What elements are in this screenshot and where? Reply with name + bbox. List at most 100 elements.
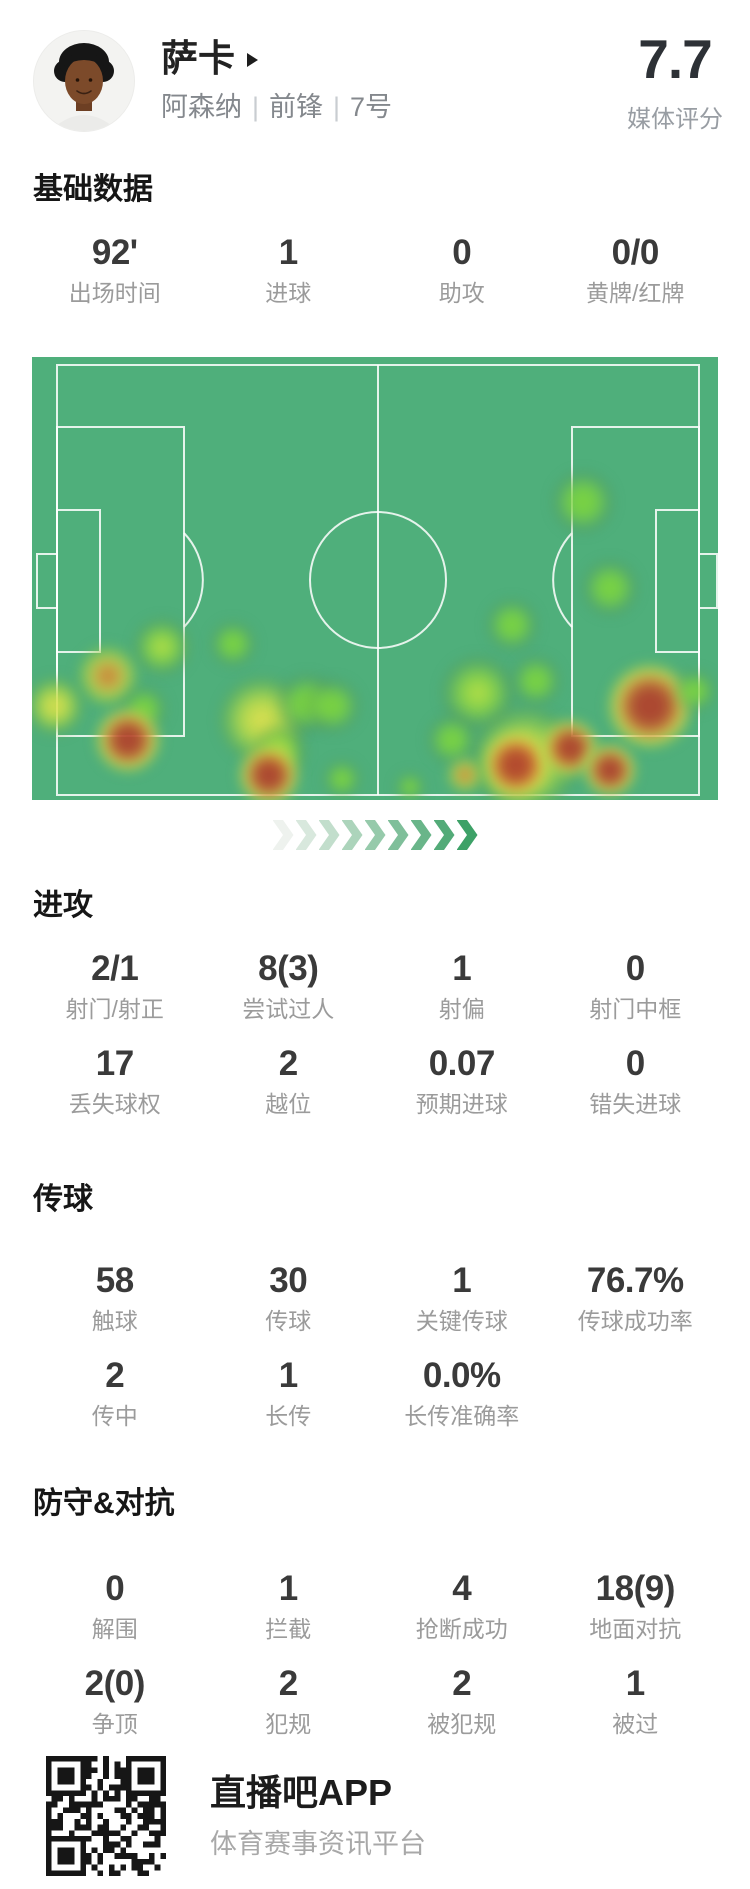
stat-cell <box>549 1357 723 1430</box>
stat-row: 0 解围 1 拦截 4 抢断成功 18(9) 地面对抗 <box>0 1570 750 1643</box>
stat-cell: 0 解围 <box>28 1570 202 1643</box>
qr-code-image <box>46 1756 166 1876</box>
stat-value: 1 <box>278 1569 298 1608</box>
stat-value: 0 <box>452 233 472 272</box>
app-name: 直播吧APP <box>210 1771 393 1813</box>
chevron-icon <box>410 820 432 850</box>
player-photo <box>34 31 134 131</box>
stat-cell: 2 犯规 <box>202 1665 376 1738</box>
stat-value: 1 <box>625 1664 645 1703</box>
section-defense-duels: 防守&对抗 0 解围 1 拦截 4 抢断成功 18(9) 地面对抗 2(0) 争顶 2 犯规 2 被犯规 1… <box>0 1486 750 1738</box>
heatmap-blobs <box>32 357 718 800</box>
section-title: 基础数据 <box>33 173 153 206</box>
stat-cell: 2 传中 <box>28 1357 202 1430</box>
stat-value: 2 <box>278 1664 298 1703</box>
stat-label: 传球 <box>265 1308 312 1334</box>
media-rating-label: 媒体评分 <box>627 106 723 133</box>
stat-value: 0 <box>105 1569 125 1608</box>
stat-label: 传中 <box>91 1403 138 1429</box>
section-attack: 进攻 2/1 射门/射正 8(3) 尝试过人 1 射偏 0 射门中框 17 丢失球权 2 越位 0.07… <box>0 888 750 1118</box>
stat-label: 关键传球 <box>415 1308 508 1334</box>
heat-blob <box>447 757 483 793</box>
expand-arrow-icon <box>247 53 258 67</box>
stat-cell: 92' 出场时间 <box>28 234 202 307</box>
heat-blob <box>583 561 637 615</box>
stat-value: 1 <box>278 233 298 272</box>
heat-blob <box>428 716 476 764</box>
heat-blob <box>487 600 537 650</box>
chevron-icon <box>318 820 340 850</box>
player-meta: 阿森纳 | 前锋 | 7号 <box>161 94 392 121</box>
chevron-icon <box>387 820 409 850</box>
stat-label: 错失进球 <box>589 1091 682 1117</box>
stat-row: 2(0) 争顶 2 犯规 2 被犯规 1 被过 <box>0 1665 750 1738</box>
stat-label: 犯规 <box>265 1711 312 1737</box>
stat-cell: 0 射门中框 <box>549 950 723 1023</box>
stat-value: 76.7% <box>586 1261 684 1300</box>
stat-label: 黄牌/红牌 <box>586 280 685 306</box>
stat-cell: 2(0) 争顶 <box>28 1665 202 1738</box>
stat-value: 1 <box>452 1261 472 1300</box>
stat-label: 预期进球 <box>415 1091 508 1117</box>
stat-cell: 0.07 预期进球 <box>375 1045 549 1118</box>
stat-cell: 1 拦截 <box>202 1570 376 1643</box>
section-rows: 2/1 射门/射正 8(3) 尝试过人 1 射偏 0 射门中框 17 丢失球权 2 越位 0.07 预期进… <box>0 950 750 1118</box>
heat-blob <box>32 678 83 734</box>
heat-blob <box>482 731 550 799</box>
stat-cell: 1 被过 <box>549 1665 723 1738</box>
stat-label: 射门中框 <box>589 996 682 1022</box>
stat-label: 解围 <box>91 1616 138 1642</box>
stat-cell: 1 射偏 <box>375 950 549 1023</box>
stat-value: 2 <box>105 1356 125 1395</box>
section-rows: 92' 出场时间 1 进球 0 助攻 0/0 黄牌/红牌 <box>0 234 750 307</box>
stat-cell: 2 被犯规 <box>375 1665 549 1738</box>
stat-row: 17 丢失球权 2 越位 0.07 预期进球 0 错失进球 <box>0 1045 750 1118</box>
stat-value: 58 <box>95 1261 134 1300</box>
stat-label: 进球 <box>265 280 312 306</box>
media-rating-value: 7.7 <box>638 28 712 90</box>
chevron-icon <box>341 820 363 850</box>
stat-cell: 4 抢断成功 <box>375 1570 549 1643</box>
app-footer: 直播吧APP 体育赛事资讯平台 <box>46 1756 750 1876</box>
chevron-icon <box>364 820 386 850</box>
section-title: 进攻 <box>33 889 93 922</box>
stat-value: 0 <box>625 949 645 988</box>
stat-value: 8(3) <box>258 949 319 988</box>
stat-cell: 18(9) 地面对抗 <box>549 1570 723 1643</box>
stat-cell: 1 进球 <box>202 234 376 307</box>
stat-value: 30 <box>269 1261 308 1300</box>
qr-code <box>46 1756 166 1876</box>
stat-label: 射门/射正 <box>65 996 164 1022</box>
player-info: 萨卡 阿森纳 | 前锋 | 7号 <box>161 30 392 121</box>
meta-separator: | <box>333 92 341 122</box>
player-name-row[interactable]: 萨卡 <box>161 40 392 77</box>
stat-label: 丢失球权 <box>68 1091 161 1117</box>
chevron-icon <box>295 820 317 850</box>
stat-value: 0.07 <box>428 1044 496 1083</box>
section-passing: 传球 58 触球 30 传球 1 关键传球 76.7% 传球成功率 2 传中 1 长传 0.0% 长传准确… <box>0 1182 750 1430</box>
player-position: 前锋 <box>269 92 324 122</box>
heat-blob <box>211 622 255 666</box>
stat-label: 传球成功率 <box>577 1308 693 1334</box>
heat-blob <box>553 472 613 532</box>
section-rows: 0 解围 1 拦截 4 抢断成功 18(9) 地面对抗 2(0) 争顶 2 犯规 2 被犯规 1 被过 <box>0 1570 750 1738</box>
stat-value: 1 <box>452 949 472 988</box>
app-slogan: 体育赛事资讯平台 <box>210 1828 426 1859</box>
stat-value: 2(0) <box>84 1664 146 1703</box>
heat-blob <box>324 761 360 797</box>
stat-label: 长传 <box>265 1403 312 1429</box>
stat-value: 2 <box>278 1044 298 1083</box>
heat-blob <box>239 745 299 800</box>
stat-cell: 58 触球 <box>28 1262 202 1335</box>
heat-blob <box>307 680 359 732</box>
stat-cell: 2 越位 <box>202 1045 376 1118</box>
stat-cell: 8(3) 尝试过人 <box>202 950 376 1023</box>
stat-label: 拦截 <box>265 1616 312 1642</box>
section-title: 防守&对抗 <box>33 1487 175 1520</box>
section-basic-stats: 基础数据 92' 出场时间 1 进球 0 助攻 0/0 黄牌/红牌 <box>0 172 750 307</box>
stat-label: 出场时间 <box>68 280 161 306</box>
stat-value: 18(9) <box>595 1569 676 1608</box>
stat-row: 2/1 射门/射正 8(3) 尝试过人 1 射偏 0 射门中框 <box>0 950 750 1023</box>
stat-label: 触球 <box>91 1308 138 1334</box>
